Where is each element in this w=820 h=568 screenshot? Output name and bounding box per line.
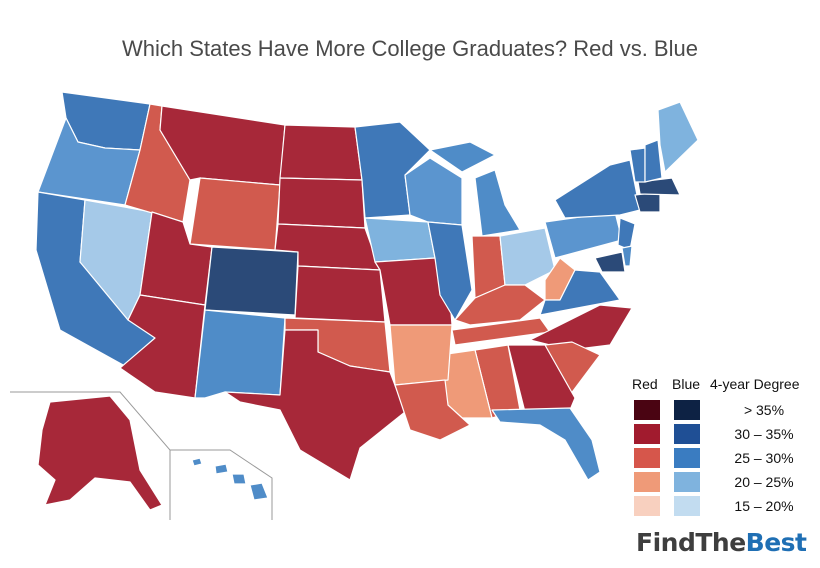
state-michigan-upper[interactable] bbox=[429, 141, 496, 173]
state-south-dakota[interactable] bbox=[277, 177, 366, 229]
state-massachusetts[interactable] bbox=[637, 177, 681, 196]
legend-swatch-blue-1 bbox=[674, 424, 700, 444]
state-new-jersey[interactable] bbox=[617, 217, 636, 251]
legend-label-3: 20 – 25% bbox=[734, 474, 794, 490]
legend: Red Blue 4-year Degree > 35% 30 – 35% 25 –… bbox=[630, 376, 810, 526]
state-wyoming[interactable] bbox=[189, 177, 281, 251]
state-iowa[interactable] bbox=[364, 217, 436, 263]
legend-swatch-red-2 bbox=[634, 448, 660, 468]
state-new-hampshire[interactable] bbox=[644, 139, 663, 183]
state-colorado[interactable] bbox=[204, 246, 299, 316]
legend-swatch-blue-4 bbox=[674, 496, 700, 516]
state-kansas[interactable] bbox=[294, 265, 386, 323]
findthebest-logo: FindTheBest bbox=[636, 528, 807, 557]
legend-swatch-red-0 bbox=[634, 400, 660, 420]
legend-label-1: 30 – 35% bbox=[734, 426, 794, 442]
legend-swatch-blue-2 bbox=[674, 448, 700, 468]
state-arkansas[interactable] bbox=[389, 324, 453, 386]
alaska-inset-border bbox=[10, 391, 171, 520]
legend-label-0: > 35% bbox=[743, 402, 785, 418]
state-virginia[interactable] bbox=[539, 269, 621, 316]
legend-swatch-blue-3 bbox=[674, 472, 700, 492]
state-texas[interactable] bbox=[224, 329, 406, 481]
state-north-dakota[interactable] bbox=[279, 124, 363, 181]
state-wisconsin[interactable] bbox=[404, 157, 463, 226]
state-delaware[interactable] bbox=[621, 245, 633, 267]
legend-red-header: Red bbox=[632, 376, 658, 392]
state-alaska[interactable] bbox=[37, 395, 163, 511]
state-florida[interactable] bbox=[491, 407, 601, 481]
state-kentucky[interactable] bbox=[454, 284, 546, 326]
chart-title: Which States Have More College Graduates… bbox=[122, 36, 698, 61]
legend-swatch-red-1 bbox=[634, 424, 660, 444]
state-ohio[interactable] bbox=[499, 227, 556, 286]
legend-swatch-blue-0 bbox=[674, 400, 700, 420]
state-michigan[interactable] bbox=[474, 169, 521, 237]
state-georgia[interactable] bbox=[507, 344, 576, 413]
state-new-york[interactable] bbox=[554, 159, 641, 219]
legend-label-2: 25 – 30% bbox=[734, 450, 794, 466]
state-pennsylvania[interactable] bbox=[544, 211, 623, 259]
legend-degree-header: 4-year Degree bbox=[710, 376, 800, 392]
hawaii-inset-border bbox=[170, 449, 273, 520]
legend-label-4: 15 – 20% bbox=[734, 498, 794, 514]
state-louisiana[interactable] bbox=[394, 379, 471, 441]
state-hawaii[interactable] bbox=[191, 457, 269, 501]
state-maryland[interactable] bbox=[594, 251, 626, 273]
state-maine[interactable] bbox=[657, 101, 699, 173]
legend-blue-header: Blue bbox=[672, 376, 701, 392]
state-new-mexico[interactable] bbox=[194, 309, 286, 399]
legend-swatch-red-4 bbox=[634, 496, 660, 516]
legend-swatch-red-3 bbox=[634, 472, 660, 492]
